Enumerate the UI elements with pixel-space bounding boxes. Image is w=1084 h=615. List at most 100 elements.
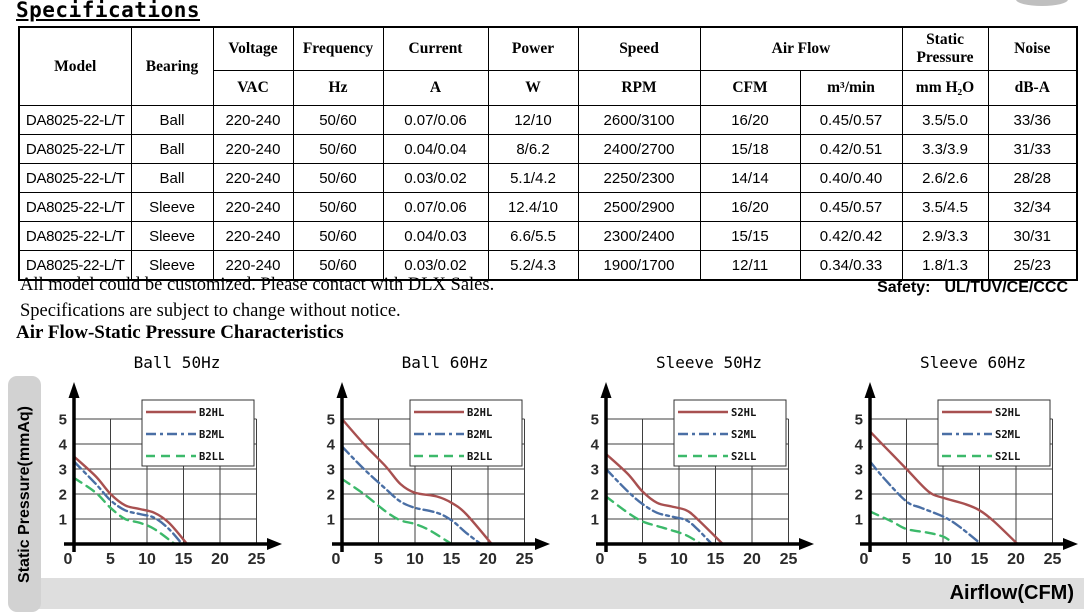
y-tick-label: 2 xyxy=(59,487,67,504)
x-tick-label: 25 xyxy=(248,551,266,568)
cell-bearing: Ball xyxy=(130,163,214,193)
cell-airflow-cfm: 12/11 xyxy=(699,250,801,281)
x-axis-label: Airflow(CFM) xyxy=(949,582,1074,604)
cell-static-pressure-mmh2o: 3.5/5.0 xyxy=(901,105,989,135)
cell-voltage-vac: 220-240 xyxy=(212,192,294,222)
legend-label-b2ml: B2ML xyxy=(199,429,224,441)
legend-label-s2ll: S2LL xyxy=(995,451,1020,463)
safety-value: UL/TUV/CE/CCC xyxy=(944,279,1068,296)
cell-model: DA8025-22-L/T xyxy=(18,163,132,193)
col-header-airflow: Air Flow xyxy=(699,26,903,71)
cell-static-pressure-mmh2o: 3.3/3.9 xyxy=(901,134,989,164)
cell-static-pressure-mmh2o: 1.8/1.3 xyxy=(901,250,989,281)
x-tick-label: 0 xyxy=(596,551,605,568)
legend-label-s2hl: S2HL xyxy=(731,407,756,419)
x-tick-label: 0 xyxy=(332,551,341,568)
col-header-frequency: Frequency xyxy=(292,26,384,71)
safety-certifications: Safety: UL/TUV/CE/CCC xyxy=(877,279,1068,297)
chart-sleeve-50hz: Sleeve 50Hz 1 2 3 4 5 0 5 10 15 20 25 S2HL S2ML S2LL xyxy=(562,352,818,578)
x-tick-label: 10 xyxy=(670,551,688,568)
cell-static-pressure-mmh2o: 2.9/3.3 xyxy=(901,221,989,251)
unit-frequency: Hz xyxy=(292,70,384,106)
series-s2hl xyxy=(604,452,724,546)
cell-model: DA8025-22-L/T xyxy=(18,250,132,281)
cell-airflow-m3min: 0.34/0.33 xyxy=(799,250,903,281)
cell-airflow-m3min: 0.45/0.57 xyxy=(799,192,903,222)
cell-frequency-hz: 50/60 xyxy=(292,221,384,251)
table-row: DA8025-22-L/T Ball 220-240 50/60 0.07/0.06 12… xyxy=(18,105,1078,135)
x-tick-label: 15 xyxy=(175,551,193,568)
unit-current: A xyxy=(382,70,489,106)
legend-label-b2hl: B2HL xyxy=(467,407,492,419)
cell-speed-rpm: 2400/2700 xyxy=(577,134,701,164)
col-header-model: Model xyxy=(18,26,132,106)
cell-airflow-cfm: 15/15 xyxy=(699,221,801,251)
chart-plot: 1 2 3 4 5 0 5 10 15 20 25 B2HL B2ML B2LL xyxy=(59,382,282,568)
note-line-2: Specifications are subject to change wit… xyxy=(20,301,401,321)
x-tick-label: 5 xyxy=(106,551,115,568)
series-b2ll xyxy=(72,476,176,546)
cell-airflow-m3min: 0.45/0.57 xyxy=(799,105,903,135)
col-header-static-pressure: Static Pressure xyxy=(901,26,989,71)
cell-frequency-hz: 50/60 xyxy=(292,163,384,193)
x-tick-label: 25 xyxy=(1044,551,1062,568)
cell-model: DA8025-22-L/T xyxy=(18,105,132,135)
series-s2hl xyxy=(868,430,1019,546)
x-tick-label: 10 xyxy=(138,551,156,568)
y-tick-label: 2 xyxy=(855,487,863,504)
x-tick-label: 5 xyxy=(374,551,383,568)
col-header-voltage: Voltage xyxy=(212,26,294,71)
table-row: DA8025-22-L/T Sleeve 220-240 50/60 0.04/0.03… xyxy=(18,221,1078,251)
y-tick-label: 1 xyxy=(855,512,863,529)
cell-airflow-m3min: 0.40/0.40 xyxy=(799,163,903,193)
cell-airflow-m3min: 0.42/0.42 xyxy=(799,221,903,251)
chart-plot: 1 2 3 4 5 0 5 10 15 20 25 S2HL S2ML S2LL xyxy=(591,382,814,568)
legend-label-b2ll: B2LL xyxy=(467,451,492,463)
cell-model: DA8025-22-L/T xyxy=(18,221,132,251)
y-tick-label: 3 xyxy=(591,462,599,479)
cell-current-a: 0.04/0.04 xyxy=(382,134,489,164)
cell-current-a: 0.04/0.03 xyxy=(382,221,489,251)
series-s2ll xyxy=(604,495,703,546)
page-corner-graphic xyxy=(1016,0,1068,6)
y-tick-label: 4 xyxy=(855,437,864,454)
cell-voltage-vac: 220-240 xyxy=(212,163,294,193)
y-tick-label: 4 xyxy=(327,437,336,454)
series-b2ml xyxy=(72,460,184,546)
cell-power-w: 12/10 xyxy=(487,105,579,135)
cell-speed-rpm: 2500/2900 xyxy=(577,192,701,222)
cell-bearing: Ball xyxy=(130,134,214,164)
unit-airflow-cfm: CFM xyxy=(699,70,801,106)
cell-static-pressure-mmh2o: 3.5/4.5 xyxy=(901,192,989,222)
cell-bearing: Sleeve xyxy=(130,250,214,281)
x-tick-label: 10 xyxy=(934,551,952,568)
x-tick-label: 10 xyxy=(406,551,424,568)
cell-voltage-vac: 220-240 xyxy=(212,134,294,164)
col-header-noise: Noise xyxy=(987,26,1078,71)
y-tick-label: 2 xyxy=(591,487,599,504)
cell-voltage-vac: 220-240 xyxy=(212,221,294,251)
x-axis-label-bar: Airflow(CFM) xyxy=(22,578,1084,609)
series-s2ml xyxy=(604,467,713,546)
legend-label-s2ml: S2ML xyxy=(995,429,1020,441)
y-tick-label: 3 xyxy=(59,462,67,479)
cell-model: DA8025-22-L/T xyxy=(18,134,132,164)
cell-static-pressure-mmh2o: 2.6/2.6 xyxy=(901,163,989,193)
chart-sleeve-60hz: Sleeve 60Hz 1 2 3 4 5 0 5 10 15 20 25 S2HL S2ML S2LL xyxy=(826,352,1082,578)
specifications-table: Model Bearing Voltage Frequency Current … xyxy=(18,26,1079,281)
cell-speed-rpm: 1900/1700 xyxy=(577,250,701,281)
cell-noise-dba: 30/31 xyxy=(987,221,1078,251)
series-b2hl xyxy=(340,417,493,546)
x-tick-label: 15 xyxy=(707,551,725,568)
cell-airflow-cfm: 16/20 xyxy=(699,192,801,222)
cell-power-w: 5.2/4.3 xyxy=(487,250,579,281)
y-tick-label: 4 xyxy=(591,437,600,454)
y-axis-label-bar: Static Pressure(mmAq) xyxy=(8,376,41,612)
legend-label-s2hl: S2HL xyxy=(995,407,1020,419)
x-tick-label: 15 xyxy=(971,551,989,568)
cell-speed-rpm: 2250/2300 xyxy=(577,163,701,193)
y-tick-label: 5 xyxy=(591,412,599,429)
cell-noise-dba: 28/28 xyxy=(987,163,1078,193)
series-b2ll xyxy=(340,477,453,546)
